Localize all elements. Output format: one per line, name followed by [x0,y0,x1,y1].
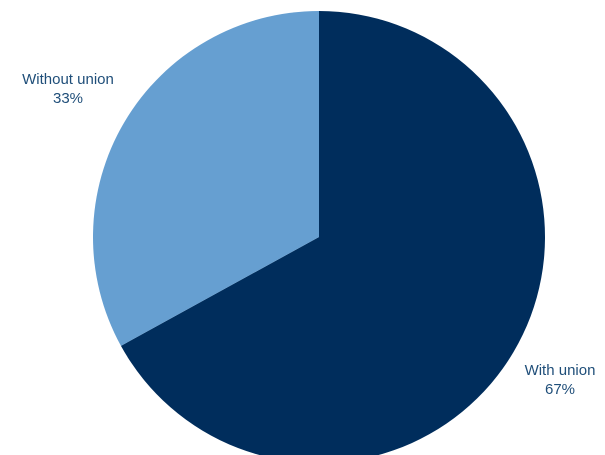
pie-slice-without-union [93,11,320,346]
slice-label-with-union-percent: 67% [545,381,575,398]
slice-label-with-union-name: With union [525,362,596,379]
pie-slices [93,11,545,455]
slice-label-without-union-percent: 33% [53,90,83,107]
slice-label-without-union-name: Without union [22,71,114,88]
pie-slice-with-union [120,11,545,455]
slice-label-with-union: With union 67% [525,362,596,398]
slice-label-without-union: Without union 33% [22,71,114,107]
